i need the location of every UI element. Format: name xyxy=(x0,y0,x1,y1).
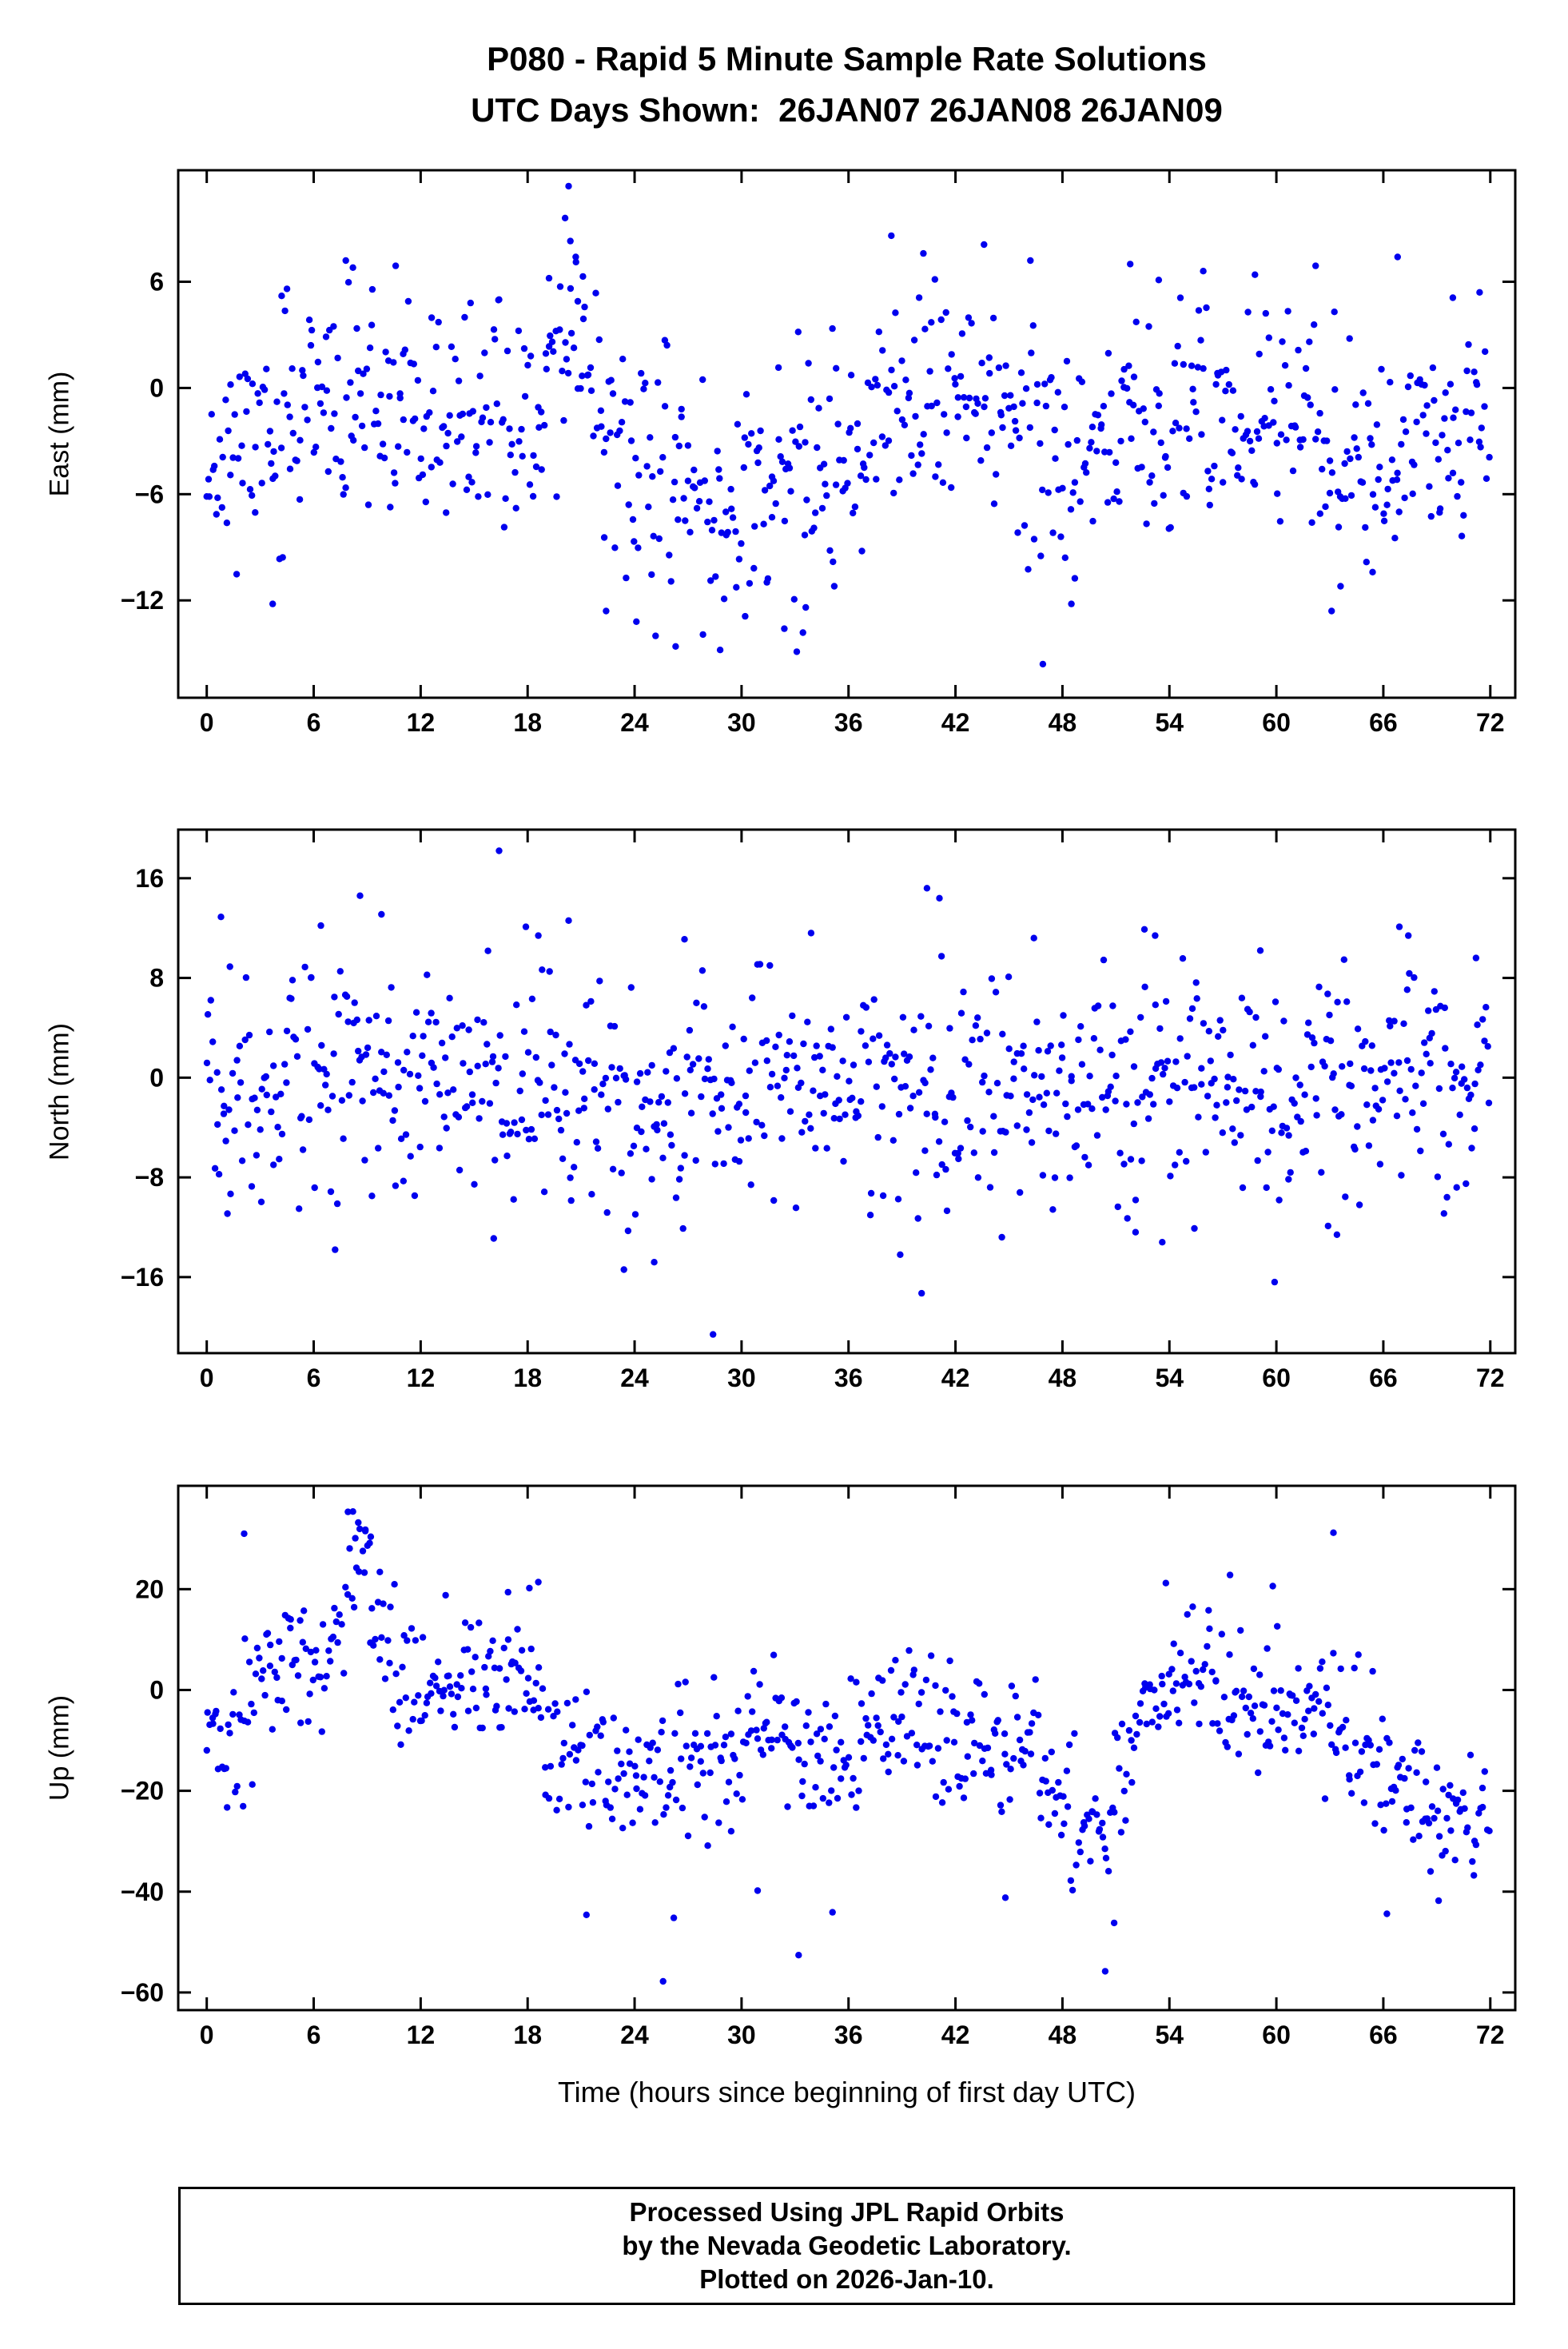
svg-text:16: 16 xyxy=(135,864,164,893)
svg-text:−6: −6 xyxy=(135,480,164,508)
panel-north: 0 6 12 18 24 30 36 42 48 54 60 66 72 16 8 0 −8 −16 xyxy=(121,828,1517,1392)
y-axis-label-east: East (mm) xyxy=(44,371,75,497)
svg-text:0: 0 xyxy=(149,373,164,402)
svg-text:12: 12 xyxy=(407,708,436,737)
panel-up: 0 6 12 18 24 30 36 42 48 54 60 66 72 20 0 −20 −40 −60 xyxy=(121,1484,1517,2049)
svg-text:−8: −8 xyxy=(135,1163,164,1192)
svg-text:36: 36 xyxy=(834,2021,863,2049)
axis-ticks xyxy=(178,170,1515,698)
y-axis-label-up: Up (mm) xyxy=(44,1694,75,1802)
svg-text:72: 72 xyxy=(1476,1364,1505,1392)
svg-text:−20: −20 xyxy=(121,1777,164,1806)
x-axis-label: Time (hours since beginning of first day… xyxy=(558,2076,1136,2108)
axis-frame xyxy=(177,828,1517,1355)
svg-text:20: 20 xyxy=(135,1575,164,1603)
svg-text:36: 36 xyxy=(834,1364,863,1392)
svg-text:6: 6 xyxy=(307,708,321,737)
footer-line2: by the Nevada Geodetic Laboratory. xyxy=(622,2231,1072,2260)
svg-text:0: 0 xyxy=(200,2021,214,2049)
svg-text:0: 0 xyxy=(200,708,214,737)
footer-box: Processed Using JPL Rapid Orbits by the … xyxy=(178,2187,1515,2305)
svg-text:24: 24 xyxy=(620,708,649,737)
svg-text:8: 8 xyxy=(149,964,164,993)
svg-text:30: 30 xyxy=(727,708,756,737)
svg-text:12: 12 xyxy=(407,1364,436,1392)
svg-text:42: 42 xyxy=(941,1364,970,1392)
svg-text:6: 6 xyxy=(307,1364,321,1392)
svg-text:54: 54 xyxy=(1155,1364,1184,1392)
svg-text:66: 66 xyxy=(1369,708,1398,737)
svg-text:24: 24 xyxy=(620,2021,649,2049)
axis-frame xyxy=(177,169,1517,699)
svg-text:12: 12 xyxy=(407,2021,436,2049)
svg-text:66: 66 xyxy=(1369,2021,1398,2049)
svg-text:0: 0 xyxy=(149,1063,164,1092)
svg-text:6: 6 xyxy=(149,268,164,297)
axis-ticks xyxy=(178,830,1515,1353)
axis-ticks xyxy=(178,1486,1515,2010)
svg-text:66: 66 xyxy=(1369,1364,1398,1392)
svg-text:72: 72 xyxy=(1476,2021,1505,2049)
svg-text:18: 18 xyxy=(513,708,542,737)
scatter-points xyxy=(203,847,1493,1338)
svg-text:48: 48 xyxy=(1049,708,1077,737)
svg-text:0: 0 xyxy=(200,1364,214,1392)
svg-text:54: 54 xyxy=(1155,708,1184,737)
footer-line1: Processed Using JPL Rapid Orbits xyxy=(629,2197,1065,2227)
svg-text:48: 48 xyxy=(1049,1364,1077,1392)
scatter-points xyxy=(203,182,1493,668)
svg-text:18: 18 xyxy=(513,1364,542,1392)
scatter-points xyxy=(203,1508,1493,1985)
svg-text:0: 0 xyxy=(149,1675,164,1704)
page-subtitle: UTC Days Shown: 26JAN07 26JAN08 26JAN09 xyxy=(471,91,1223,129)
svg-text:42: 42 xyxy=(941,708,970,737)
svg-text:−12: −12 xyxy=(121,586,164,615)
svg-text:72: 72 xyxy=(1476,708,1505,737)
y-axis-label-north: North (mm) xyxy=(44,1023,75,1161)
svg-text:6: 6 xyxy=(307,2021,321,2049)
page-title: P080 - Rapid 5 Minute Sample Rate Soluti… xyxy=(487,40,1207,78)
svg-text:18: 18 xyxy=(513,2021,542,2049)
svg-text:48: 48 xyxy=(1049,2021,1077,2049)
svg-text:60: 60 xyxy=(1262,1364,1291,1392)
svg-text:−16: −16 xyxy=(121,1263,164,1292)
svg-text:42: 42 xyxy=(941,2021,970,2049)
svg-text:−40: −40 xyxy=(121,1877,164,1906)
svg-text:36: 36 xyxy=(834,708,863,737)
footer-line3: Plotted on 2026-Jan-10. xyxy=(699,2264,994,2294)
svg-text:54: 54 xyxy=(1155,2021,1184,2049)
axis-tick-labels: 0 6 12 18 24 30 36 42 48 54 60 66 72 20 0 −20 −40 −60 xyxy=(121,1575,1505,2049)
svg-text:30: 30 xyxy=(727,2021,756,2049)
svg-text:−60: −60 xyxy=(121,1978,164,2007)
svg-text:30: 30 xyxy=(727,1364,756,1392)
svg-text:60: 60 xyxy=(1262,2021,1291,2049)
svg-text:60: 60 xyxy=(1262,708,1291,737)
axis-frame xyxy=(177,1484,1517,2012)
axis-tick-labels: 0 6 12 18 24 30 36 42 48 54 60 66 72 16 8 0 −8 −16 xyxy=(121,864,1505,1392)
svg-text:24: 24 xyxy=(620,1364,649,1392)
